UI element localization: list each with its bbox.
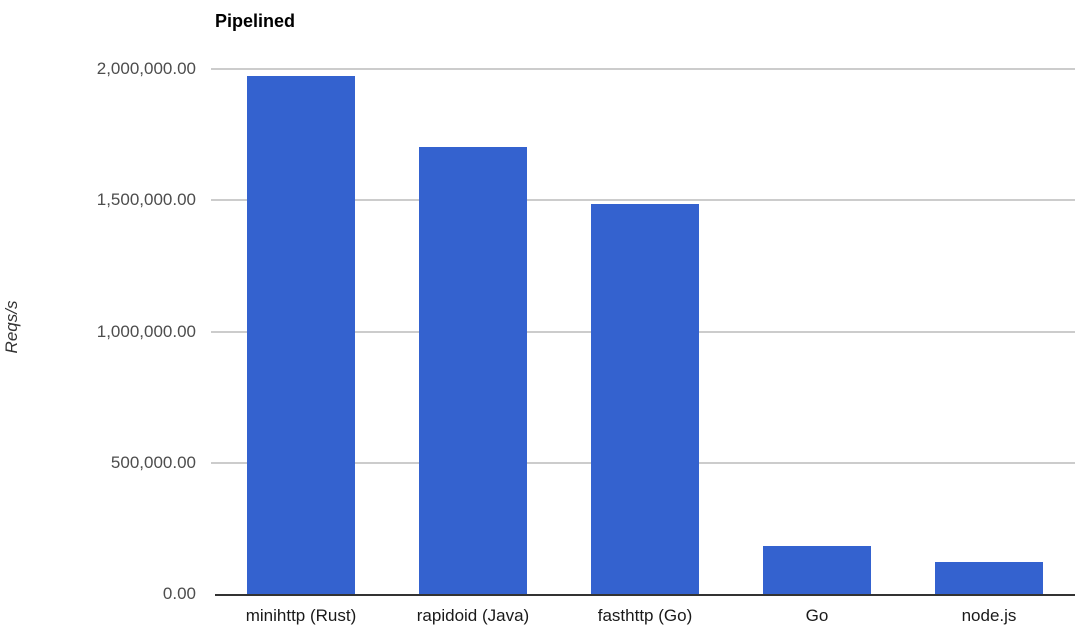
x-category-label-fasthttp-go: fasthttp (Go)	[597, 606, 693, 625]
bar-go[interactable]	[763, 545, 871, 594]
y-tick-label-500000: 500,000.00	[110, 452, 196, 472]
y-tick-label-2000000: 2,000,000.00	[96, 59, 196, 78]
y-tick-label-0: 0.00	[162, 584, 196, 603]
x-category-label-minihttp-rust: minihttp (Rust)	[245, 606, 357, 625]
chart-title: Pipelined	[215, 11, 296, 31]
x-category-label-rapidoid-java: rapidoid (Java)	[416, 606, 530, 625]
y-tick-label-1000000: 1,000,000.00	[96, 321, 196, 341]
gridline-2000000	[211, 68, 1075, 70]
x-category-label-go: Go	[805, 606, 829, 625]
x-category-label-node-js: node.js	[961, 606, 1017, 625]
y-tick-label-1500000: 1,500,000.00	[96, 190, 196, 210]
plot-area	[211, 68, 1075, 596]
bar-fasthttp-go[interactable]	[591, 203, 699, 594]
bar-minihttp-rust[interactable]	[247, 75, 355, 594]
bar-node-js[interactable]	[935, 561, 1043, 594]
bar-rapidoid-java[interactable]	[419, 147, 527, 594]
gridline-1500000	[211, 199, 1075, 202]
